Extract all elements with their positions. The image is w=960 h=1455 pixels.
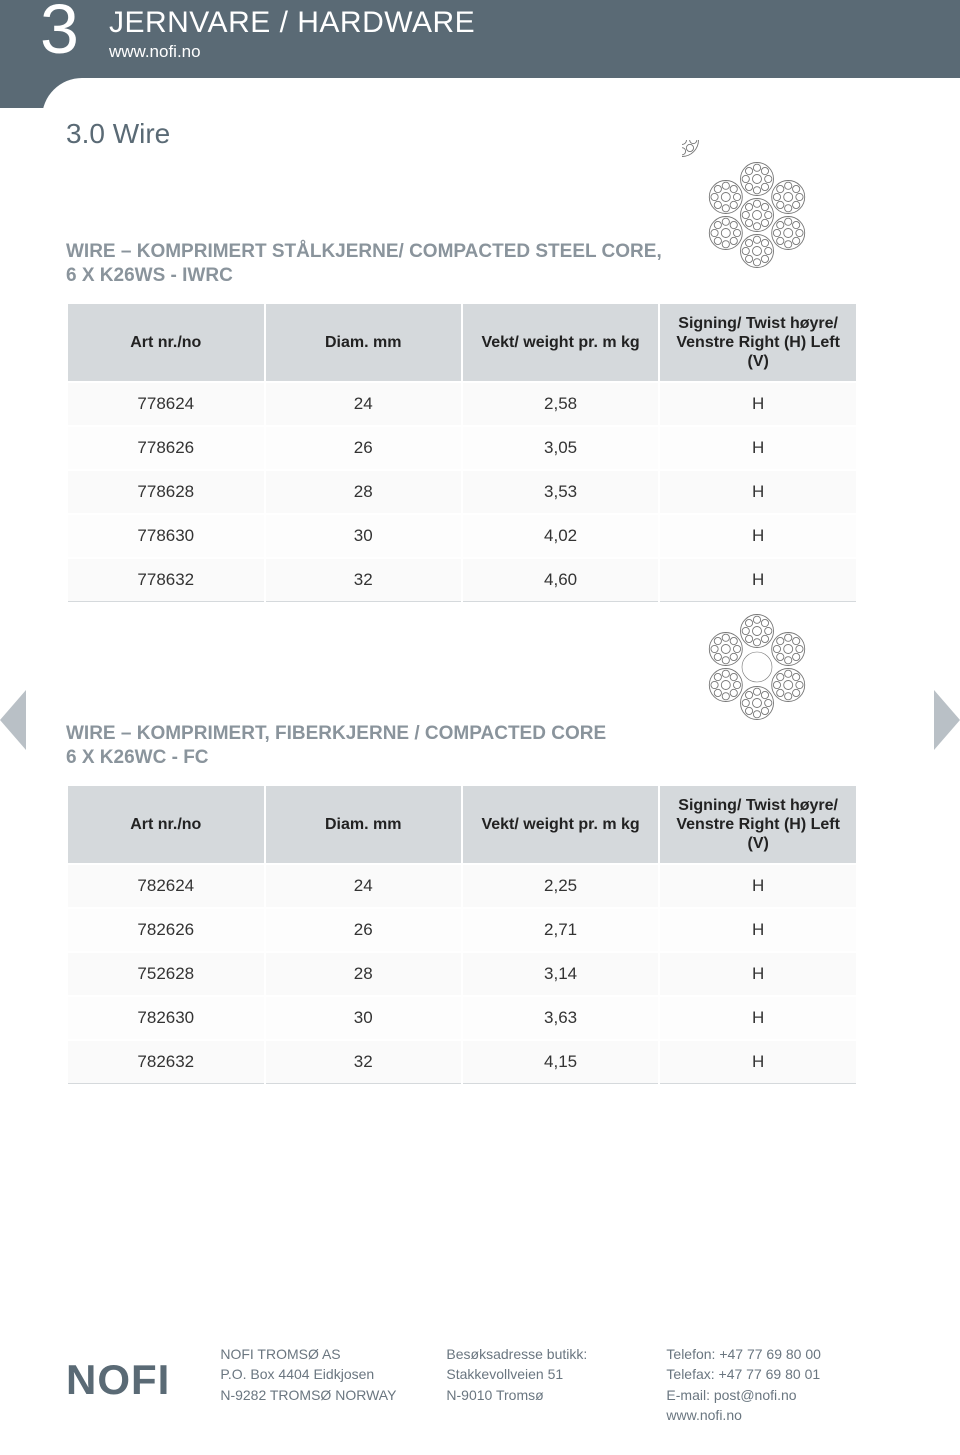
section-title: 3.0 Wire	[66, 118, 752, 150]
table-row: 782626262,71H	[67, 908, 857, 952]
table-cell: 2,25	[462, 864, 659, 908]
col-header: Vekt/ weight pr. m kg	[462, 785, 659, 865]
footer-line: www.nofi.no	[666, 1405, 836, 1425]
table-cell: H	[659, 952, 857, 996]
footer-address-col: NOFI TROMSØ ASP.O. Box 4404 EidkjosenN-9…	[220, 1344, 396, 1425]
footer-line: Telefon: +47 77 69 80 00	[666, 1344, 836, 1364]
footer-line: E-mail: post@nofi.no	[666, 1385, 836, 1405]
product-title: WIRE – KOMPRIMERT, FIBERKJERNE / COMPACT…	[66, 722, 666, 770]
table-cell: 782630	[67, 996, 265, 1040]
table-row: 782632324,15H	[67, 1040, 857, 1084]
table-row: 778630304,02H	[67, 514, 857, 558]
footer-logo: NOFI	[66, 1344, 170, 1425]
table-cell: 778626	[67, 426, 265, 470]
table-cell: H	[659, 1040, 857, 1084]
page-footer: NOFI NOFI TROMSØ ASP.O. Box 4404 Eidkjos…	[0, 1314, 960, 1455]
table-body: 782624242,25H782626262,71H752628283,14H7…	[67, 864, 857, 1084]
table-cell: 4,02	[462, 514, 659, 558]
table-cell: H	[659, 864, 857, 908]
table-row: 782624242,25H	[67, 864, 857, 908]
table-cell: 24	[265, 864, 462, 908]
table-header-row: Art nr./no Diam. mm Vekt/ weight pr. m k…	[67, 303, 857, 383]
product-table-fiber: Art nr./no Diam. mm Vekt/ weight pr. m k…	[66, 784, 858, 1085]
col-header: Diam. mm	[265, 303, 462, 383]
table-cell: 782632	[67, 1040, 265, 1084]
table-cell: 2,58	[462, 382, 659, 426]
col-header: Diam. mm	[265, 785, 462, 865]
product-title: WIRE – KOMPRIMERT STÅLKJERNE/ COMPACTED …	[66, 240, 666, 288]
chapter-title: JERNVARE / HARDWARE	[109, 6, 475, 40]
table-cell: 3,14	[462, 952, 659, 996]
product-table-steel: Art nr./no Diam. mm Vekt/ weight pr. m k…	[66, 302, 858, 603]
footer-line: Stakkevollveien 51	[446, 1364, 616, 1384]
table-cell: H	[659, 382, 857, 426]
page-body: 3.0 Wire	[42, 78, 752, 1214]
wire-cross-section-fiber-icon	[682, 592, 832, 742]
table-cell: 3,53	[462, 470, 659, 514]
footer-line: N-9282 TROMSØ NORWAY	[220, 1385, 396, 1405]
table-cell: 32	[265, 558, 462, 602]
col-header: Signing/ Twist høyre/ Venstre Right (H) …	[659, 303, 857, 383]
footer-line: Telefax: +47 77 69 80 01	[666, 1364, 836, 1384]
table-cell: H	[659, 908, 857, 952]
table-cell: 28	[265, 952, 462, 996]
footer-visit-col: Besøksadresse butikk:Stakkevollveien 51N…	[446, 1344, 616, 1425]
table-cell: H	[659, 996, 857, 1040]
table-cell: 24	[265, 382, 462, 426]
wire-cross-section-steel-icon	[682, 140, 832, 290]
table-cell: H	[659, 470, 857, 514]
table-cell: 782626	[67, 908, 265, 952]
footer-line: Besøksadresse butikk:	[446, 1344, 616, 1364]
table-row: 778626263,05H	[67, 426, 857, 470]
footer-line: P.O. Box 4404 Eidkjosen	[220, 1364, 396, 1384]
product-block-fiber-core: WIRE – KOMPRIMERT, FIBERKJERNE / COMPACT…	[66, 722, 752, 1084]
col-header: Vekt/ weight pr. m kg	[462, 303, 659, 383]
table-cell: 752628	[67, 952, 265, 996]
table-cell: 26	[265, 426, 462, 470]
chapter-number: 3	[40, 0, 79, 64]
product-title-line2: 6 X K26WS - IWRC	[66, 265, 233, 286]
chapter-url: www.nofi.no	[109, 42, 475, 62]
table-row: 778624242,58H	[67, 382, 857, 426]
table-cell: 778632	[67, 558, 265, 602]
footer-line: NOFI TROMSØ AS	[220, 1344, 396, 1364]
table-row: 778628283,53H	[67, 470, 857, 514]
table-cell: 26	[265, 908, 462, 952]
footer-line: N-9010 Tromsø	[446, 1385, 616, 1405]
product-title-line1: WIRE – KOMPRIMERT STÅLKJERNE/ COMPACTED …	[66, 241, 662, 262]
product-title-line1: WIRE – KOMPRIMERT, FIBERKJERNE / COMPACT…	[66, 723, 606, 744]
table-cell: 778630	[67, 514, 265, 558]
table-cell: 4,60	[462, 558, 659, 602]
col-header: Art nr./no	[67, 785, 265, 865]
product-block-steel-core: WIRE – KOMPRIMERT STÅLKJERNE/ COMPACTED …	[66, 240, 752, 602]
table-cell: H	[659, 514, 857, 558]
table-cell: 32	[265, 1040, 462, 1084]
table-cell: H	[659, 426, 857, 470]
col-header: Art nr./no	[67, 303, 265, 383]
table-cell: 28	[265, 470, 462, 514]
table-cell: 782624	[67, 864, 265, 908]
chapter-title-block: JERNVARE / HARDWARE www.nofi.no	[109, 0, 475, 62]
table-body: 778624242,58H778626263,05H778628283,53H7…	[67, 382, 857, 602]
table-cell: 30	[265, 514, 462, 558]
table-cell: 3,63	[462, 996, 659, 1040]
table-row: 752628283,14H	[67, 952, 857, 996]
col-header: Signing/ Twist høyre/ Venstre Right (H) …	[659, 785, 857, 865]
table-cell: 4,15	[462, 1040, 659, 1084]
footer-contact-col: Telefon: +47 77 69 80 00Telefax: +47 77 …	[666, 1344, 836, 1425]
table-cell: 30	[265, 996, 462, 1040]
table-row: 782630303,63H	[67, 996, 857, 1040]
table-cell: 3,05	[462, 426, 659, 470]
table-header-row: Art nr./no Diam. mm Vekt/ weight pr. m k…	[67, 785, 857, 865]
table-cell: 778624	[67, 382, 265, 426]
page-header: 3 JERNVARE / HARDWARE www.nofi.no	[0, 0, 960, 78]
product-title-line2: 6 X K26WC - FC	[66, 747, 209, 768]
table-cell: 778628	[67, 470, 265, 514]
table-cell: 2,71	[462, 908, 659, 952]
